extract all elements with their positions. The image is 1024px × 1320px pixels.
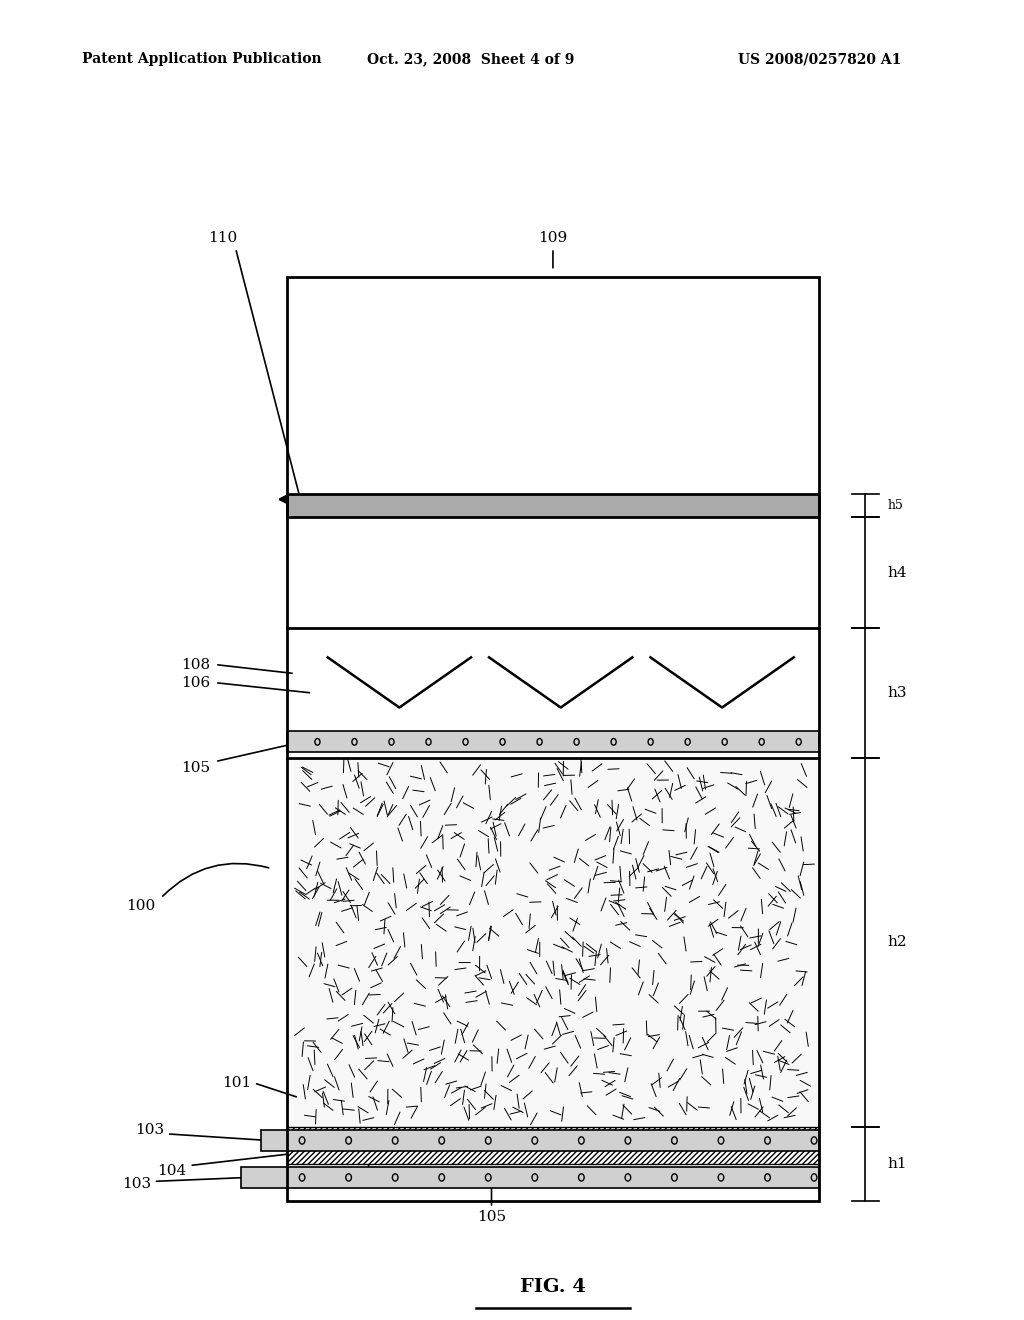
Text: h2: h2 bbox=[888, 936, 907, 949]
Text: 105: 105 bbox=[477, 1210, 506, 1224]
Text: h3: h3 bbox=[888, 686, 907, 700]
Text: h4: h4 bbox=[888, 566, 907, 579]
Bar bbox=[287, 517, 819, 628]
Text: 110: 110 bbox=[209, 231, 238, 244]
Bar bbox=[287, 731, 819, 752]
Text: US 2008/0257820 A1: US 2008/0257820 A1 bbox=[737, 53, 901, 66]
Text: FIG. 4: FIG. 4 bbox=[520, 1278, 586, 1296]
Text: 108: 108 bbox=[181, 657, 210, 672]
Bar bbox=[287, 758, 819, 1127]
Text: 100: 100 bbox=[126, 899, 156, 912]
Bar bbox=[287, 495, 819, 517]
Text: 103: 103 bbox=[123, 1177, 152, 1191]
Bar bbox=[287, 1127, 819, 1164]
Text: h1: h1 bbox=[888, 1158, 907, 1171]
Text: Patent Application Publication: Patent Application Publication bbox=[82, 53, 322, 66]
Text: 105: 105 bbox=[181, 762, 210, 775]
Text: 103: 103 bbox=[135, 1123, 164, 1137]
Bar bbox=[287, 277, 819, 1201]
Text: 105: 105 bbox=[354, 1177, 383, 1191]
Text: 106: 106 bbox=[180, 676, 210, 689]
Text: h5: h5 bbox=[888, 499, 904, 512]
Bar bbox=[241, 1167, 819, 1188]
Text: 104: 104 bbox=[157, 1164, 186, 1177]
Bar bbox=[261, 1130, 819, 1151]
Text: 101: 101 bbox=[221, 1076, 251, 1090]
Text: 109: 109 bbox=[539, 231, 567, 244]
Text: Oct. 23, 2008  Sheet 4 of 9: Oct. 23, 2008 Sheet 4 of 9 bbox=[368, 53, 574, 66]
Bar bbox=[287, 628, 819, 758]
